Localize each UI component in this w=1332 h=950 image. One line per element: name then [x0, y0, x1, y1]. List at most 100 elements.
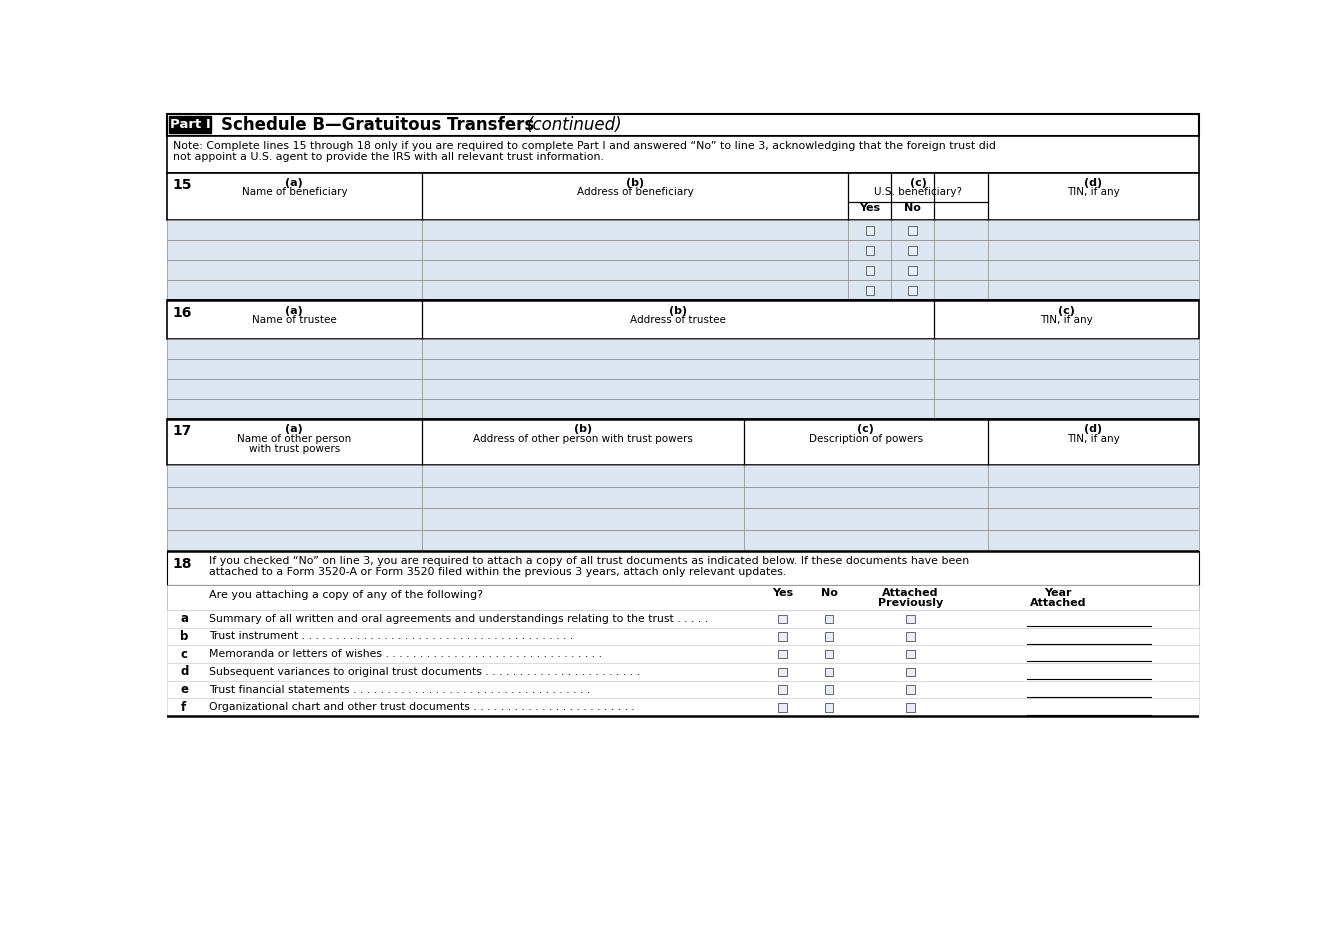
Text: f: f [180, 701, 185, 713]
Text: Attached: Attached [882, 588, 939, 598]
Bar [906, 615, 915, 623]
Text: not appoint a U.S. agent to provide the IRS with all relevant trust information.: not appoint a U.S. agent to provide the … [173, 153, 603, 162]
Bar [166, 240, 1199, 260]
Text: Name of trustee: Name of trustee [252, 315, 337, 325]
Text: (b): (b) [574, 425, 593, 434]
Bar [166, 136, 1199, 173]
Text: (c): (c) [858, 425, 874, 434]
Bar [166, 260, 1199, 280]
Text: Organizational chart and other trust documents . . . . . . . . . . . . . . . . .: Organizational chart and other trust doc… [209, 702, 635, 712]
Text: e: e [180, 683, 188, 696]
Bar [906, 650, 915, 658]
Text: No: No [821, 588, 838, 598]
Bar [825, 615, 834, 623]
Text: Part I: Part I [169, 119, 210, 131]
Bar [166, 359, 1199, 379]
Bar [825, 668, 834, 676]
Text: TIN, if any: TIN, if any [1067, 433, 1120, 444]
Text: Year: Year [1044, 588, 1071, 598]
Bar [908, 226, 916, 235]
Bar [166, 379, 1199, 399]
Bar [166, 508, 1199, 530]
Bar [166, 399, 1199, 419]
Bar [825, 685, 834, 693]
Text: Yes: Yes [859, 203, 880, 214]
Bar [825, 650, 834, 658]
Bar [825, 632, 834, 640]
Text: Are you attaching a copy of any of the following?: Are you attaching a copy of any of the f… [209, 590, 484, 599]
Text: TIN, if any: TIN, if any [1040, 315, 1092, 325]
Text: Subsequent variances to original trust documents . . . . . . . . . . . . . . . .: Subsequent variances to original trust d… [209, 667, 641, 676]
Bar [169, 116, 212, 133]
Text: (c): (c) [1058, 306, 1075, 315]
Text: Trust instrument . . . . . . . . . . . . . . . . . . . . . . . . . . . . . . . .: Trust instrument . . . . . . . . . . . .… [209, 632, 573, 641]
Text: Schedule B—Gratuitous Transfers: Schedule B—Gratuitous Transfers [221, 116, 539, 134]
Text: Name of beneficiary: Name of beneficiary [241, 187, 348, 198]
Text: Memoranda or letters of wishes . . . . . . . . . . . . . . . . . . . . . . . . .: Memoranda or letters of wishes . . . . .… [209, 649, 602, 659]
Bar [166, 610, 1199, 628]
Bar [166, 663, 1199, 681]
Text: 18: 18 [173, 557, 192, 571]
Bar [906, 685, 915, 693]
Bar [908, 286, 916, 294]
Bar [166, 114, 1199, 136]
Bar [166, 628, 1199, 645]
Bar [778, 668, 787, 676]
Bar [778, 632, 787, 640]
Text: (a): (a) [285, 306, 304, 315]
Text: d: d [180, 665, 189, 678]
Text: U.S. beneficiary?: U.S. beneficiary? [874, 187, 962, 198]
Text: Name of other person: Name of other person [237, 434, 352, 445]
Bar [166, 220, 1199, 240]
Text: (d): (d) [1084, 178, 1103, 188]
Text: Previously: Previously [878, 598, 943, 608]
Bar [866, 266, 874, 275]
Text: Note: Complete lines 15 through 18 only if you are required to complete Part I a: Note: Complete lines 15 through 18 only … [173, 141, 995, 151]
Bar [778, 615, 787, 623]
Bar [778, 703, 787, 712]
Text: TIN, if any: TIN, if any [1067, 187, 1120, 198]
Bar [166, 551, 1199, 585]
Text: (continued): (continued) [527, 116, 622, 134]
Bar [166, 419, 1199, 466]
Text: attached to a Form 3520-A or Form 3520 filed within the previous 3 years, attach: attached to a Form 3520-A or Form 3520 f… [209, 567, 786, 577]
Bar [166, 339, 1199, 359]
Bar [908, 266, 916, 275]
Text: with trust powers: with trust powers [249, 444, 340, 453]
Bar [166, 486, 1199, 508]
Text: c: c [180, 648, 188, 660]
Text: No: No [904, 203, 920, 214]
Bar [906, 703, 915, 712]
Bar [166, 466, 1199, 486]
Text: a: a [180, 612, 188, 625]
Bar [906, 668, 915, 676]
Text: 16: 16 [173, 306, 192, 320]
Bar [166, 173, 1199, 220]
Bar [166, 681, 1199, 698]
Bar [825, 703, 834, 712]
Text: (a): (a) [285, 178, 304, 188]
Text: Summary of all written and oral agreements and understandings relating to the tr: Summary of all written and oral agreemen… [209, 614, 709, 624]
Text: (d): (d) [1084, 425, 1103, 434]
Text: Address of trustee: Address of trustee [630, 315, 726, 325]
Text: (b): (b) [626, 178, 645, 188]
Text: If you checked “No” on line 3, you are required to attach a copy of all trust do: If you checked “No” on line 3, you are r… [209, 556, 970, 566]
Text: Trust financial statements . . . . . . . . . . . . . . . . . . . . . . . . . . .: Trust financial statements . . . . . . .… [209, 685, 590, 694]
Bar [166, 300, 1199, 339]
Bar [778, 650, 787, 658]
Bar [166, 698, 1199, 716]
Text: b: b [180, 630, 189, 643]
Text: (b): (b) [669, 306, 687, 315]
Text: Description of powers: Description of powers [809, 433, 923, 444]
Bar [866, 226, 874, 235]
Bar [866, 246, 874, 255]
Bar [166, 280, 1199, 300]
Bar [906, 632, 915, 640]
Text: 17: 17 [173, 425, 192, 438]
Text: Address of other person with trust powers: Address of other person with trust power… [473, 433, 693, 444]
Text: Address of beneficiary: Address of beneficiary [577, 187, 694, 198]
Bar [908, 246, 916, 255]
Bar [166, 645, 1199, 663]
Bar [778, 685, 787, 693]
Bar [866, 286, 874, 294]
